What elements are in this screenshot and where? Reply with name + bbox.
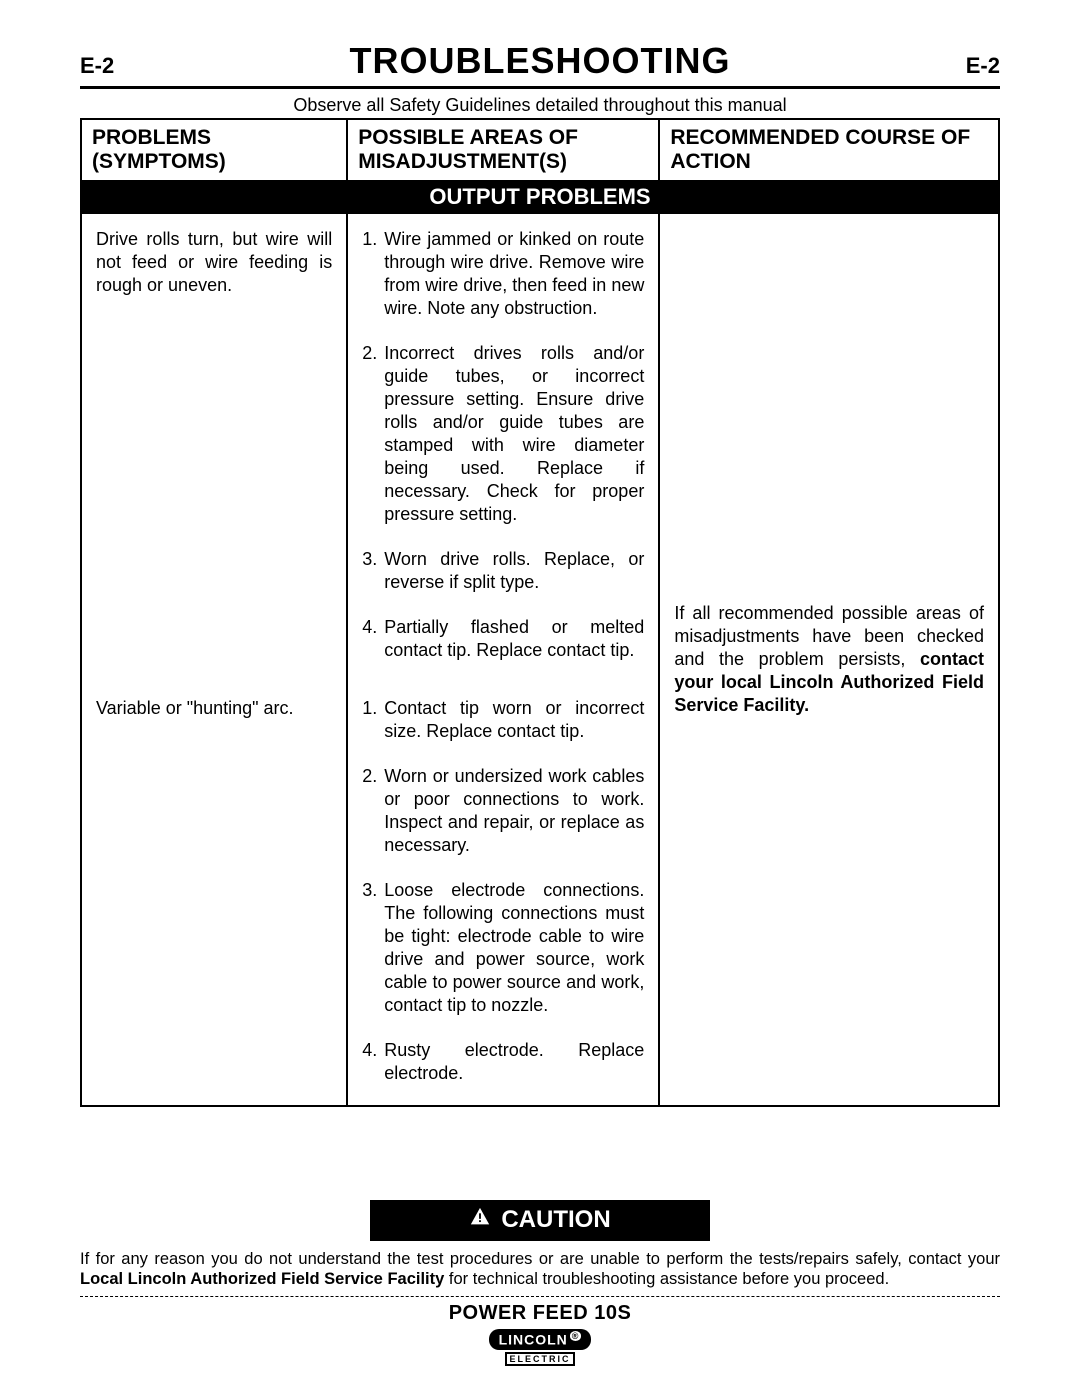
registered-icon: ® bbox=[570, 1331, 582, 1341]
cause-item: Rusty electrode. Replace electrode. bbox=[382, 1039, 644, 1085]
brand-top: LINCOLN® bbox=[489, 1329, 592, 1350]
caution-text: If for any reason you do not understand … bbox=[80, 1249, 1000, 1297]
causes-cell: Contact tip worn or incorrect size. Repl… bbox=[347, 683, 659, 1106]
caution-text-post: for technical troubleshooting assistance… bbox=[444, 1270, 889, 1288]
caution-text-bold: Local Lincoln Authorized Field Service F… bbox=[80, 1270, 444, 1288]
safety-note: Observe all Safety Guidelines detailed t… bbox=[80, 95, 1000, 116]
problem-cell: Drive rolls turn, but wire will not feed… bbox=[81, 214, 347, 683]
page-number-right: E-2 bbox=[966, 53, 1000, 79]
section-label: OUTPUT PROBLEMS bbox=[81, 180, 999, 214]
warning-icon bbox=[469, 1206, 491, 1235]
col-header-misadj: POSSIBLE AREAS OF MISADJUSTMENT(S) bbox=[347, 119, 659, 180]
cause-item: Incorrect drives rolls and/or guide tube… bbox=[382, 342, 644, 526]
cause-item: Worn drive rolls. Replace, or reverse if… bbox=[382, 548, 644, 594]
cause-item: Worn or undersized work cables or poor c… bbox=[382, 765, 644, 857]
table-row: Drive rolls turn, but wire will not feed… bbox=[81, 214, 999, 683]
caution-text-pre: If for any reason you do not understand … bbox=[80, 1250, 1000, 1268]
section-row: OUTPUT PROBLEMS bbox=[81, 180, 999, 214]
page-header: E-2 TROUBLESHOOTING E-2 bbox=[80, 40, 1000, 89]
col-header-problems: PROBLEMS (SYMPTOMS) bbox=[81, 119, 347, 180]
problem-cell: Variable or "hunting" arc. bbox=[81, 683, 347, 1106]
caution-block: CAUTION If for any reason you do not und… bbox=[80, 1200, 1000, 1297]
troubleshooting-table: PROBLEMS (SYMPTOMS) POSSIBLE AREAS OF MI… bbox=[80, 118, 1000, 1107]
caution-label: CAUTION bbox=[501, 1206, 610, 1234]
causes-cell: Wire jammed or kinked on route through w… bbox=[347, 214, 659, 683]
brand-logo: LINCOLN® ELECTRIC bbox=[489, 1329, 592, 1366]
cause-item: Wire jammed or kinked on route through w… bbox=[382, 228, 644, 320]
cause-item: Contact tip worn or incorrect size. Repl… bbox=[382, 697, 644, 743]
page-footer: POWER FEED 10S LINCOLN® ELECTRIC bbox=[0, 1302, 1080, 1367]
page-title: TROUBLESHOOTING bbox=[114, 40, 966, 82]
caution-bar: CAUTION bbox=[370, 1200, 710, 1241]
table-header-row: PROBLEMS (SYMPTOMS) POSSIBLE AREAS OF MI… bbox=[81, 119, 999, 180]
cause-item: Partially flashed or melted contact tip.… bbox=[382, 616, 644, 662]
model-name: POWER FEED 10S bbox=[0, 1302, 1080, 1325]
recommended-action-cell: If all recommended possible areas of mis… bbox=[659, 214, 999, 1106]
col-header-action: RECOMMENDED COURSE OF ACTION bbox=[659, 119, 999, 180]
brand-bottom: ELECTRIC bbox=[505, 1352, 575, 1366]
cause-item: Loose electrode connections. The followi… bbox=[382, 879, 644, 1017]
page-number-left: E-2 bbox=[80, 53, 114, 79]
